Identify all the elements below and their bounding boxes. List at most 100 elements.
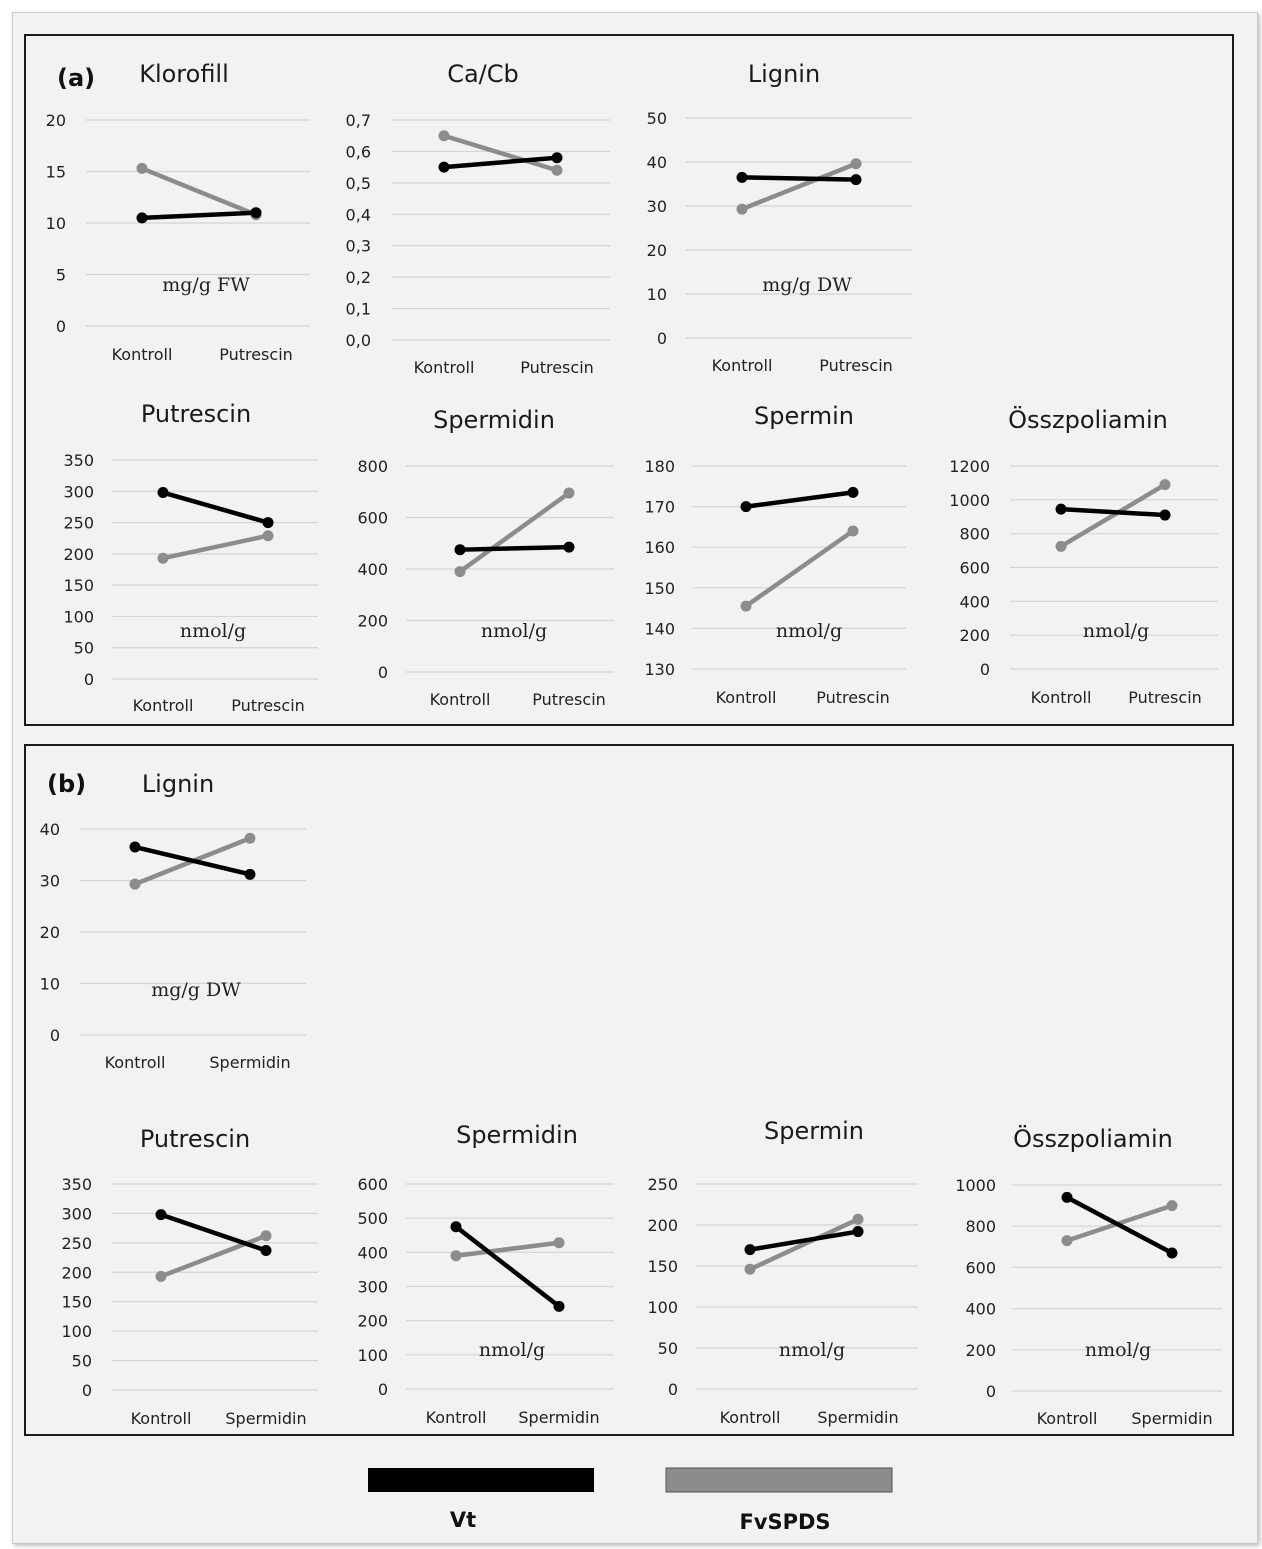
chart-b-lignin-ytick-label: 40 (40, 820, 60, 839)
chart-a-osszpoliamin-ytick-label: 800 (959, 525, 990, 544)
chart-a-klorofill-ytick-label: 0 (56, 317, 66, 336)
chart-b-lignin-unit-label: mg/g DW (151, 979, 241, 1001)
chart-b-putrescin-ytick-label: 300 (61, 1204, 92, 1223)
chart-b-spermidin-ytick-label: 0 (378, 1380, 388, 1399)
chart-b-osszpoliamin-ytick-label: 800 (965, 1217, 996, 1236)
chart-b-putrescin-series-vt-line (158, 1212, 269, 1253)
chart-b-spermin-ytick-label: 250 (647, 1175, 678, 1194)
chart-a-ca-cb-ytick-label: 0,6 (346, 142, 371, 161)
chart-b-spermidin-series-fvspds-point (450, 1250, 462, 1262)
chart-b-putrescin-title: Putrescin (140, 1125, 250, 1153)
chart-a-osszpoliamin-ytick-label: 600 (959, 559, 990, 578)
chart-a-klorofill-category-label: Putrescin (219, 345, 293, 364)
chart-a-lignin-ytick-label: 20 (647, 241, 667, 260)
chart-a-lignin-series-vt-line (739, 175, 859, 182)
chart-a-spermidin-ytick-label: 0 (378, 663, 388, 682)
chart-a-putrescin-ytick-label: 150 (63, 576, 94, 595)
chart-a-putrescin-series-fvspds-point (157, 552, 169, 564)
chart-b-osszpoliamin-ytick-label: 400 (965, 1300, 996, 1319)
chart-a-lignin-ytick-label: 30 (647, 197, 667, 216)
legend: Vt FvSPDS (368, 1467, 893, 1534)
chart-a-klorofill-series-vt-line (139, 210, 259, 221)
chart-a-osszpoliamin-series-vt-point (1159, 509, 1171, 521)
chart-a-spermidin-series-vt-point (454, 544, 466, 556)
chart-a-klorofill-ytick-label: 5 (56, 266, 66, 285)
chart-b-spermidin-category-label: Kontroll (426, 1408, 487, 1427)
chart-a-klorofill-series-fvspds-line (139, 166, 259, 218)
chart-b-lignin-series-vt-line (132, 844, 253, 877)
legend-label-fvspds: FvSPDS (739, 1510, 830, 1534)
chart-a-klorofill-title: Klorofill (139, 60, 229, 88)
chart-b-osszpoliamin-unit-label: nmol/g (1085, 1339, 1151, 1361)
chart-b-spermidin-series-vt-line (453, 1224, 562, 1309)
chart-a-osszpoliamin-ytick-label: 400 (959, 592, 990, 611)
chart-a-osszpoliamin-category-label: Putrescin (1128, 688, 1202, 707)
chart-b-spermin-series-vt-point (744, 1244, 756, 1256)
chart-b-spermin-category-label: Spermidin (817, 1408, 898, 1427)
chart-b-putrescin-ytick-label: 200 (61, 1263, 92, 1282)
chart-a-lignin-ytick-label: 0 (657, 329, 667, 348)
chart-a-osszpoliamin-series-fvspds-point (1159, 479, 1171, 491)
chart-b-lignin-series-fvspds-point (129, 878, 141, 890)
chart-b-osszpoliamin-category-label: Spermidin (1131, 1409, 1212, 1428)
chart-a-klorofill-category-label: Kontroll (112, 345, 173, 364)
chart-a-lignin-series-fvspds-point (736, 203, 748, 215)
chart-a-putrescin-title: Putrescin (141, 400, 251, 428)
chart-a-spermidin-series-fvspds-line (457, 490, 572, 574)
chart-a-spermin-ytick-label: 170 (644, 498, 675, 517)
chart-a-osszpoliamin-ytick-label: 1000 (949, 491, 990, 510)
chart-b-osszpoliamin-ytick-label: 200 (965, 1341, 996, 1360)
chart-b-putrescin: 0 50 100 150 200 250 300 350 Putrescin Kontroll Sp… (61, 1125, 318, 1428)
chart-b-spermin-ytick-label: 150 (647, 1257, 678, 1276)
chart-b-spermin-unit-label: nmol/g (779, 1339, 845, 1361)
chart-a-ca-cb-ytick-label: 0,3 (346, 237, 371, 256)
chart-a-ca-cb: 0,0 0,1 0,2 0,3 0,4 0,5 0,6 0,7 Ca/Cb Kontroll Put… (346, 60, 610, 377)
chart-a-klorofill-ytick-label: 10 (46, 214, 66, 233)
chart-b-lignin: 0 10 20 30 40 Lignin mg/g DW Kontroll Spermidin (40, 770, 306, 1072)
chart-a-spermidin-ytick-label: 200 (357, 612, 388, 631)
chart-a-spermidin-series-vt-point (563, 541, 575, 553)
chart-b-spermidin-ytick-label: 500 (357, 1209, 388, 1228)
chart-a-ca-cb-ytick-label: 0,5 (346, 174, 371, 193)
chart-a-ca-cb-ytick-label: 0,2 (346, 268, 371, 287)
chart-b-lignin-ytick-label: 10 (40, 975, 60, 994)
chart-a-ca-cb-series-vt-point (438, 161, 450, 173)
chart-a-klorofill-series-fvspds-point (136, 162, 148, 174)
panel-label-b: (b) (47, 770, 86, 798)
chart-a-lignin-title: Lignin (748, 60, 820, 88)
chart-b-osszpoliamin: 0 200 400 600 800 1000 Összpoliamin nmol/g Kontr… (955, 1124, 1222, 1428)
chart-a-spermin-series-vt-line (743, 490, 856, 509)
chart-b-putrescin-series-vt-point (260, 1245, 272, 1257)
chart-b-osszpoliamin-category-label: Kontroll (1037, 1409, 1098, 1428)
chart-a-ca-cb-series-vt-line (441, 155, 560, 170)
chart-a-putrescin-series-fvspds-point (262, 530, 274, 542)
chart-a-spermidin-series-fvspds-point (454, 566, 466, 578)
chart-a-spermin-ytick-label: 130 (644, 660, 675, 679)
chart-a-spermidin-unit-label: nmol/g (481, 620, 547, 642)
chart-b-lignin-ytick-label: 0 (50, 1026, 60, 1045)
chart-a-lignin-series-fvspds-line (739, 161, 859, 212)
chart-b-putrescin-ytick-label: 100 (61, 1322, 92, 1341)
chart-a-spermin-series-vt-point (847, 486, 859, 498)
chart-layer: 0 5 10 15 20 Klorofill mg/g FW Kontroll Putresci… (40, 60, 1222, 1428)
chart-b-spermin-ytick-label: 100 (647, 1298, 678, 1317)
chart-a-osszpoliamin-series-fvspds-point (1055, 540, 1067, 552)
chart-a-putrescin-ytick-label: 50 (74, 639, 94, 658)
panel-a-box (24, 34, 1234, 726)
chart-a-spermidin-series-vt-line (457, 544, 572, 552)
chart-a-ca-cb-ytick-label: 0,7 (346, 111, 371, 130)
chart-b-putrescin-series-fvspds-line (158, 1233, 269, 1279)
chart-b-spermidin-series-fvspds-point (553, 1237, 565, 1249)
chart-a-klorofill-series-vt-point (136, 212, 148, 224)
chart-b-spermin-ytick-label: 50 (658, 1339, 678, 1358)
chart-a-spermin-title: Spermin (754, 402, 854, 430)
chart-a-osszpoliamin-title: Összpoliamin (1008, 405, 1168, 434)
chart-a-ca-cb-category-label: Kontroll (414, 358, 475, 377)
chart-b-spermin-series-fvspds-line (747, 1217, 861, 1272)
chart-a-ca-cb-series-fvspds-line (441, 133, 560, 173)
chart-a-lignin-series-vt-point (850, 174, 862, 186)
chart-b-lignin-title: Lignin (142, 770, 214, 798)
chart-a-ca-cb-series-fvspds-point (551, 164, 563, 176)
chart-a-spermidin-category-label: Putrescin (532, 690, 606, 709)
chart-a-spermidin-title: Spermidin (433, 406, 555, 434)
